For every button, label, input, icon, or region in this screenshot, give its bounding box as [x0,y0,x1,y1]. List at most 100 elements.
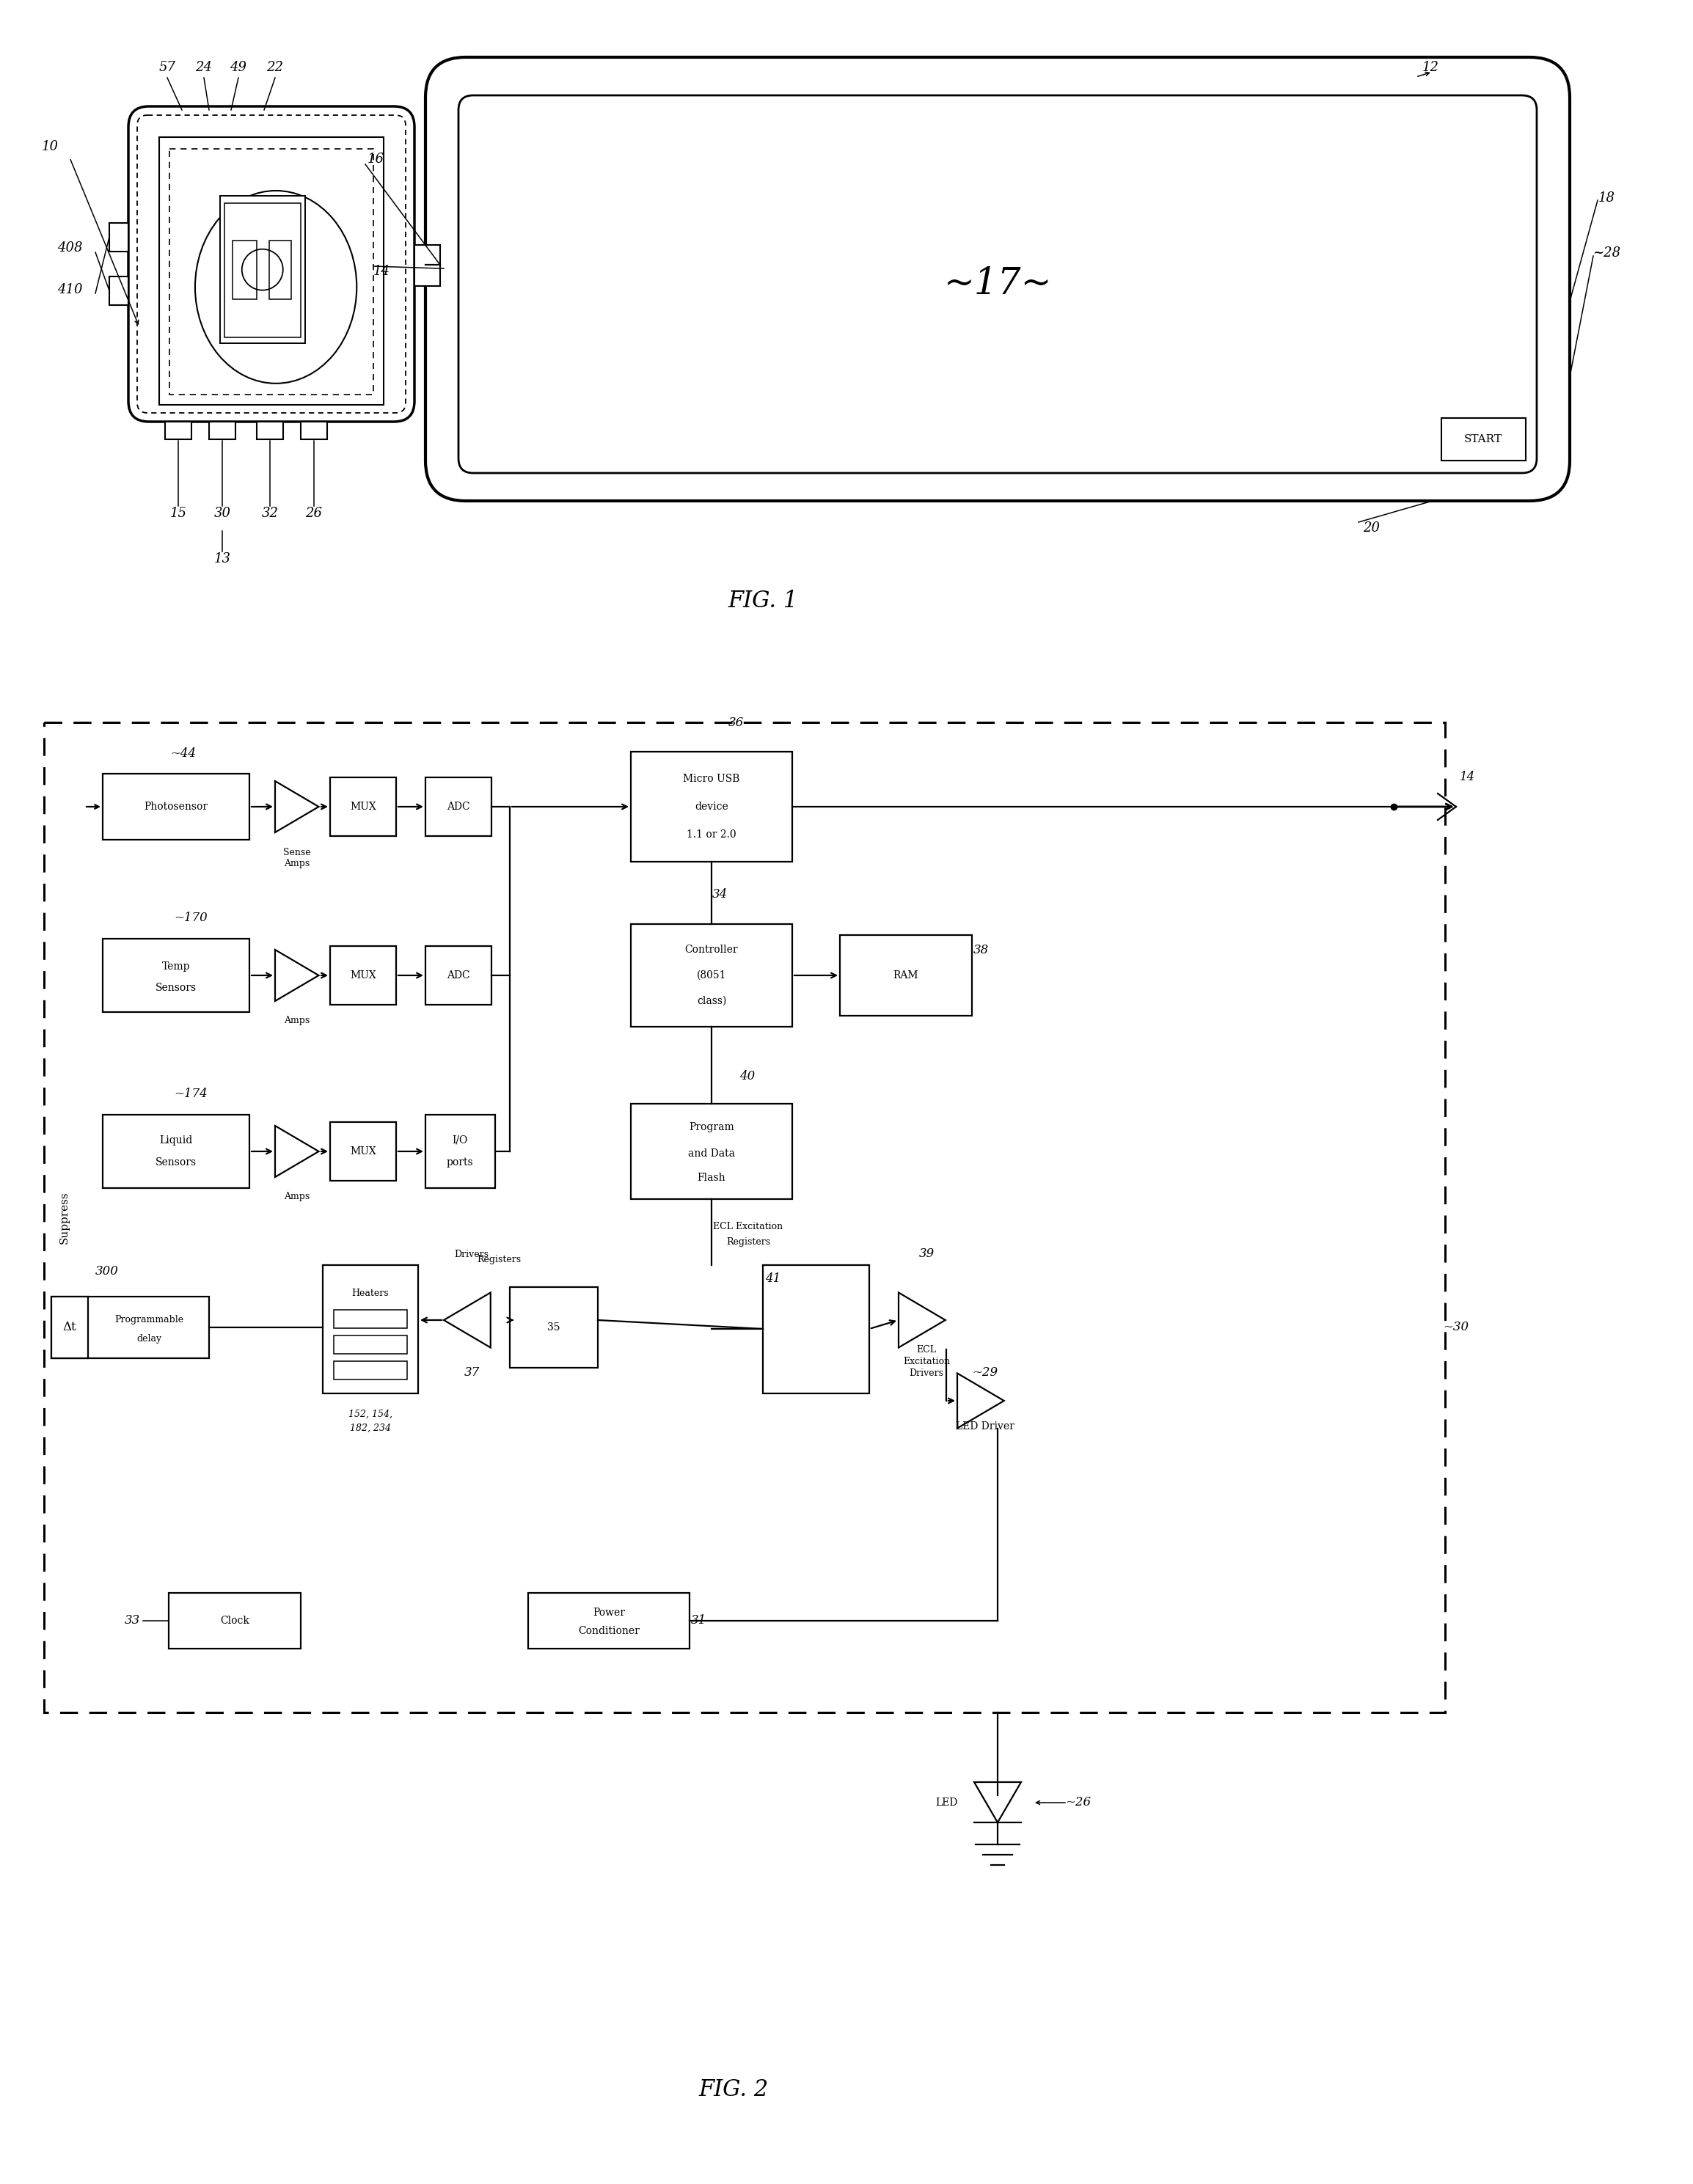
Text: ~44: ~44 [171,747,196,760]
Text: Amps: Amps [284,1016,310,1026]
Text: 39: 39 [919,1247,935,1260]
Text: 410: 410 [58,284,83,297]
Bar [330,1123,396,1182]
Text: MUX: MUX [350,802,376,812]
Bar [44,723,1446,1712]
Bar [103,939,249,1011]
Text: ECL: ECL [916,1345,936,1354]
Text: 15: 15 [169,507,186,520]
Bar [334,1337,406,1354]
Text: Sense: Sense [283,847,312,856]
Text: 300: 300 [95,1265,119,1278]
Text: Excitation: Excitation [902,1356,950,1365]
Text: 32: 32 [261,507,278,520]
Text: 24: 24 [195,61,212,74]
Text: 49: 49 [230,61,247,74]
Text: and Data: and Data [687,1149,735,1158]
Bar [110,223,129,251]
Text: 13: 13 [213,553,230,566]
Text: (8051: (8051 [698,970,726,981]
Bar [269,240,291,299]
Bar [764,1265,869,1393]
Text: ~17~: ~17~ [943,266,1051,301]
Text: 1.1 or 2.0: 1.1 or 2.0 [687,830,736,839]
Text: ~28: ~28 [1593,247,1620,260]
Text: device: device [694,802,728,812]
FancyBboxPatch shape [459,96,1537,474]
Text: 182, 234: 182, 234 [350,1424,391,1433]
Text: 20: 20 [1363,522,1380,535]
Bar [510,1286,598,1367]
Bar [103,1114,249,1188]
Bar [208,422,235,439]
Text: Amps: Amps [284,858,310,867]
Text: FIG. 1: FIG. 1 [728,590,797,614]
Text: Photosensor: Photosensor [144,802,208,812]
Bar [257,422,283,439]
Bar [164,422,191,439]
Text: I/O: I/O [452,1136,467,1147]
Text: 12: 12 [1422,61,1439,74]
Text: START: START [1464,435,1502,443]
Text: LED: LED [935,1797,958,1808]
Text: Power: Power [593,1607,625,1618]
Bar [425,1114,494,1188]
Bar [169,1592,301,1649]
Ellipse shape [195,190,357,384]
Text: Clock: Clock [220,1616,249,1625]
Bar [232,240,256,299]
Text: delay: delay [137,1334,161,1343]
Text: 22: 22 [266,61,283,74]
Text: 14: 14 [1459,771,1475,784]
Text: Micro USB: Micro USB [684,773,740,784]
Bar [301,422,327,439]
Text: 18: 18 [1598,192,1615,205]
Text: ECL Excitation: ECL Excitation [713,1223,784,1232]
Bar [330,946,396,1005]
Text: 34: 34 [711,889,728,902]
Text: LED Driver: LED Driver [957,1422,1014,1431]
Bar [51,1297,88,1358]
Text: 37: 37 [464,1367,479,1378]
Text: 152, 154,: 152, 154, [349,1409,393,1420]
Text: ~26: ~26 [1065,1797,1092,1808]
Text: 14: 14 [372,264,389,277]
Bar [110,277,129,306]
Text: Liquid: Liquid [159,1136,193,1147]
Bar [103,773,249,839]
Bar [323,1265,418,1393]
Text: class): class) [698,996,726,1007]
Bar [840,935,972,1016]
Bar [415,245,440,286]
Text: 41: 41 [765,1271,780,1284]
Text: Δt: Δt [63,1321,76,1334]
Text: 31: 31 [691,1614,706,1627]
Text: 35: 35 [547,1321,560,1332]
Text: ~30: ~30 [1442,1321,1470,1334]
Text: Heaters: Heaters [352,1289,389,1297]
Text: Sensors: Sensors [156,983,196,994]
Bar [334,1310,406,1328]
Text: MUX: MUX [350,1147,376,1158]
Bar [425,946,491,1005]
Bar [1441,417,1525,461]
Text: ~170: ~170 [174,913,208,924]
Bar [169,149,374,395]
Text: ADC: ADC [447,970,471,981]
Text: Drivers: Drivers [909,1367,943,1378]
Text: Programmable: Programmable [115,1315,183,1326]
Bar [528,1592,689,1649]
Text: ~29: ~29 [972,1367,997,1378]
Bar [223,203,301,336]
Bar [330,778,396,836]
FancyBboxPatch shape [129,107,415,422]
Text: 408: 408 [58,240,83,256]
Text: 10: 10 [41,140,58,153]
Bar [220,197,305,343]
Text: MUX: MUX [350,970,376,981]
Text: Drivers: Drivers [454,1249,489,1258]
Bar [334,1361,406,1380]
Text: FIG. 2: FIG. 2 [699,2079,769,2101]
Text: Program: Program [689,1123,735,1133]
Text: 26: 26 [305,507,322,520]
